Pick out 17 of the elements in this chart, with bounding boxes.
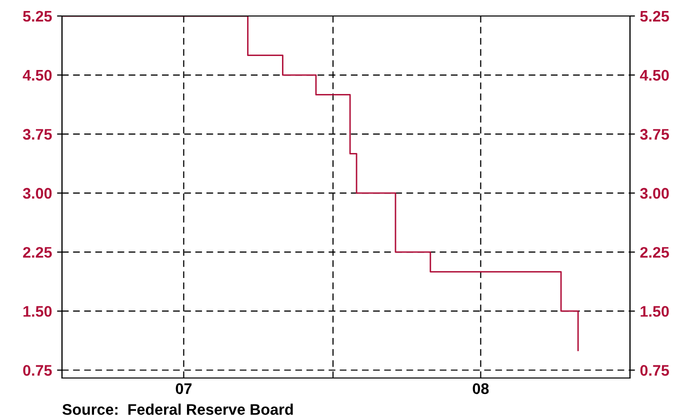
y2-tick-label: 2.25 [640, 246, 670, 258]
y-tick-label: 5.25 [23, 10, 52, 22]
y2-tick-label: 0.75 [640, 365, 670, 376]
y-tick-label: 2.25 [23, 246, 52, 258]
y-tick-label: 4.50 [22, 70, 52, 81]
y2-tick-label: 3.75 [640, 128, 670, 140]
x-tick-label: 07 [176, 383, 192, 394]
source-note: Source: Federal Reserve Board [62, 404, 293, 415]
y-tick-label: 3.00 [22, 188, 52, 199]
y2-tick-label: 4.50 [640, 70, 669, 81]
y-tick-label: 3.75 [22, 128, 52, 140]
y-tick-label: 1.50 [24, 306, 52, 317]
y2-tick-label: 3.00 [640, 188, 669, 199]
y2-tick-label: 1.50 [640, 306, 669, 317]
y2-tick-label: 5.25 [640, 10, 670, 22]
x-tick-label: 08 [472, 383, 489, 394]
y-tick-label: 0.75 [23, 365, 52, 376]
